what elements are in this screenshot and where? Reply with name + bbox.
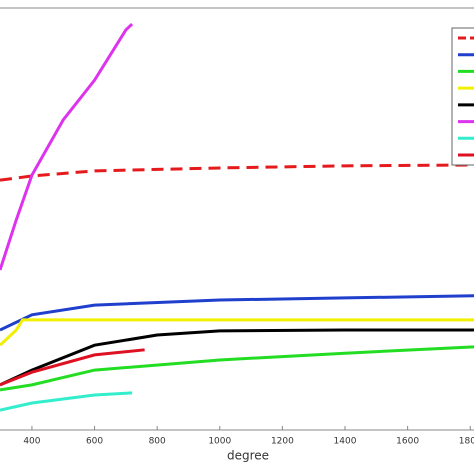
line-series bbox=[0, 345, 474, 392]
line-series bbox=[0, 294, 474, 332]
line-series bbox=[0, 328, 474, 387]
line-series bbox=[0, 22, 134, 271]
x-tick-label: 1600 bbox=[396, 437, 419, 447]
x-tick-label: 1800 bbox=[459, 437, 474, 447]
line-series bbox=[0, 348, 145, 387]
line-series bbox=[0, 318, 474, 347]
legend-box bbox=[451, 27, 474, 166]
x-tick-label: 1000 bbox=[208, 437, 231, 447]
line-series bbox=[0, 391, 133, 412]
x-tick-label: 600 bbox=[86, 437, 103, 447]
x-tick-label: 400 bbox=[23, 437, 40, 447]
x-axis-label: degree bbox=[227, 449, 269, 463]
x-tick-label: 1200 bbox=[271, 437, 294, 447]
x-tick-label: 800 bbox=[149, 437, 166, 447]
line-series bbox=[0, 163, 471, 182]
x-tick-label: 1400 bbox=[334, 437, 357, 447]
